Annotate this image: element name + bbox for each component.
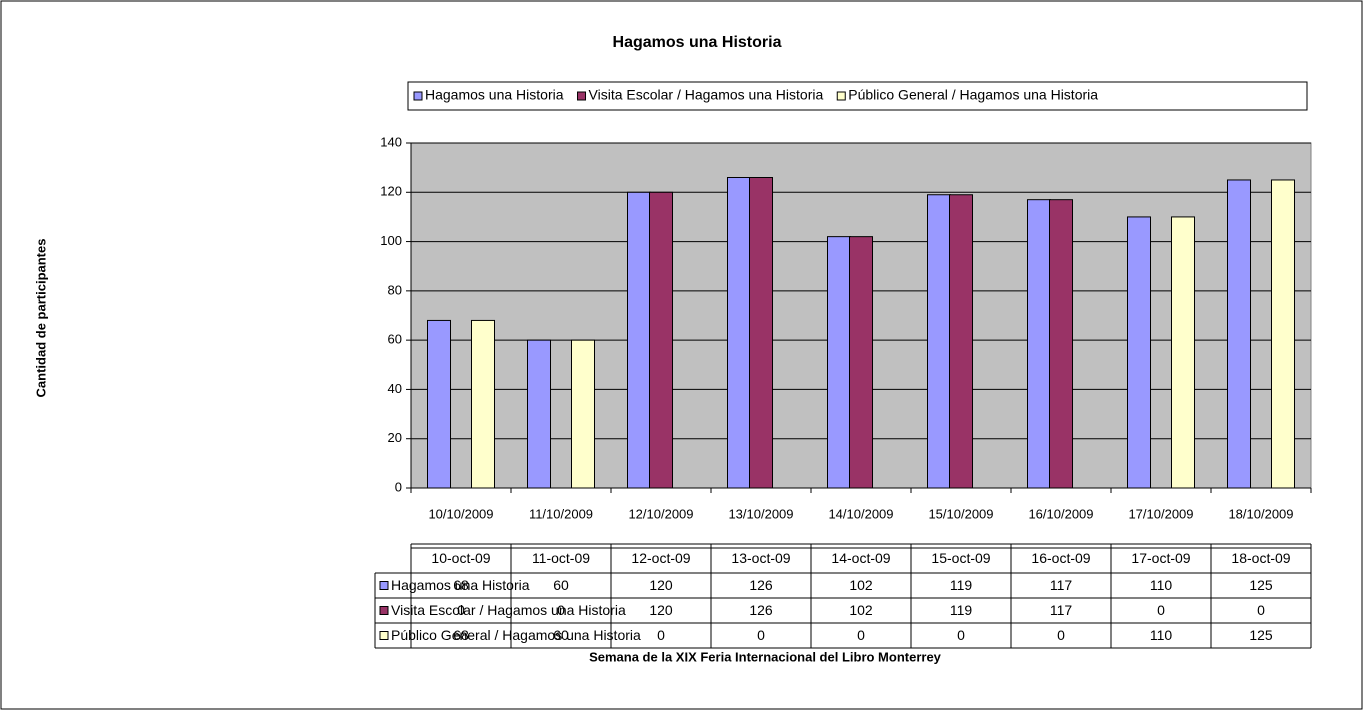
bar (1049, 199, 1073, 489)
chart-title: Hagamos una Historia (613, 34, 782, 51)
table-cell: 126 (749, 577, 773, 593)
x-tick-label: 15/10/2009 (928, 506, 993, 521)
legend-swatch (577, 91, 587, 101)
x-tick-label: 16/10/2009 (1028, 506, 1093, 521)
y-tick-label: 20 (388, 430, 402, 445)
x-tick-label: 13/10/2009 (728, 506, 793, 521)
table-header: 16-oct-09 (1031, 550, 1090, 566)
y-tick-label: 120 (380, 184, 402, 199)
bar (827, 236, 851, 489)
table-cell: 110 (1150, 627, 1173, 643)
table-cell: 0 (1057, 627, 1065, 643)
table-header: 17-oct-09 (1131, 550, 1190, 566)
table-cell: 68 (453, 627, 469, 643)
table-cell: 119 (950, 577, 973, 593)
y-tick-label: 80 (388, 282, 402, 297)
y-tick-label: 0 (395, 479, 402, 494)
table-cell: 125 (1249, 627, 1273, 643)
x-tick-label: 14/10/2009 (828, 506, 893, 521)
bar (427, 319, 451, 489)
bar (649, 191, 673, 489)
table-row-label: Hagamos una Historia (391, 577, 530, 593)
table-cell: 125 (1249, 577, 1273, 593)
x-tick-label: 18/10/2009 (1228, 506, 1293, 521)
table-header: 18-oct-09 (1231, 550, 1290, 566)
bar (1127, 216, 1151, 489)
table-cell: 0 (1157, 602, 1165, 618)
bar (527, 339, 551, 489)
table-header: 10-oct-09 (431, 550, 490, 566)
legend (407, 81, 1308, 111)
legend-swatch (413, 91, 423, 101)
table-cell: 60 (553, 627, 569, 643)
legend-label: Hagamos una Historia (425, 87, 564, 103)
table-cell: 120 (649, 577, 673, 593)
table-cell: 0 (457, 602, 465, 618)
bar (1027, 199, 1051, 489)
table-cell: 0 (557, 602, 565, 618)
table-cell: 110 (1150, 577, 1173, 593)
bar (1171, 216, 1195, 489)
table-header: 13-oct-09 (731, 550, 790, 566)
table-cell: 0 (957, 627, 965, 643)
table-cell: 119 (950, 602, 973, 618)
bar (949, 194, 973, 489)
bar (749, 177, 773, 489)
table-swatch (379, 606, 389, 615)
x-tick-label: 10/10/2009 (428, 506, 493, 521)
bar (727, 177, 751, 489)
bar (849, 236, 873, 489)
table-cell: 60 (553, 577, 569, 593)
table-cell: 0 (657, 627, 665, 643)
table-header: 15-oct-09 (931, 550, 990, 566)
table-row-label: Visita Escolar / Hagamos una Historia (391, 602, 626, 618)
table-swatch (379, 581, 389, 590)
y-tick-label: 100 (380, 233, 402, 248)
table-row-label: Público General / Hagamos una Historia (391, 627, 641, 643)
table-swatch (379, 631, 389, 640)
table-cell: 117 (1050, 577, 1073, 593)
bar (1271, 179, 1295, 489)
y-tick-label: 60 (388, 332, 402, 347)
x-tick-label: 12/10/2009 (628, 506, 693, 521)
legend-label: Visita Escolar / Hagamos una Historia (589, 87, 824, 103)
table-cell: 120 (649, 602, 673, 618)
table-cell: 68 (453, 577, 469, 593)
legend-label: Público General / Hagamos una Historia (848, 87, 1098, 103)
table-cell: 126 (749, 602, 773, 618)
x-tick-label: 11/10/2009 (529, 506, 593, 521)
bar (927, 194, 951, 489)
y-tick-label: 140 (380, 134, 402, 149)
table-cell: 102 (849, 602, 873, 618)
bar (571, 339, 595, 489)
table-cell: 102 (849, 577, 873, 593)
table-cell: 0 (857, 627, 865, 643)
table-header: 14-oct-09 (831, 550, 890, 566)
table-header: 12-oct-09 (631, 550, 690, 566)
bar (627, 191, 651, 489)
table-cell: 0 (757, 627, 765, 643)
bar (1227, 179, 1251, 489)
y-tick-label: 40 (388, 381, 402, 396)
x-axis-title: Semana de la XIX Feria Internacional del… (589, 649, 942, 664)
table-header: 11-oct-09 (532, 550, 590, 566)
x-tick-label: 17/10/2009 (1128, 506, 1193, 521)
legend-swatch (836, 91, 846, 101)
table-cell: 117 (1050, 602, 1073, 618)
y-axis-title: Cantidad de participantes (33, 239, 48, 398)
table-cell: 0 (1257, 602, 1265, 618)
bar (471, 319, 495, 489)
